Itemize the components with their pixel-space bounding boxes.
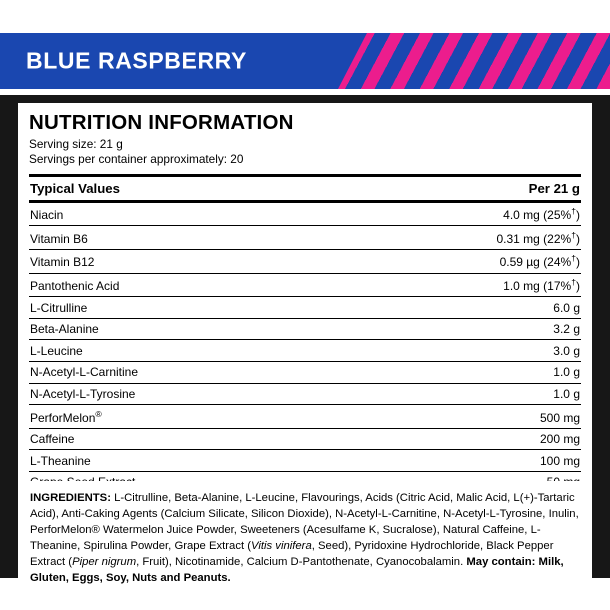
ingredients-text: INGREDIENTS: L-Citrulline, Beta-Alanine,… [30, 490, 580, 586]
nutrient-value: 1.0 g [305, 383, 581, 406]
nutrient-value: 3.0 g [305, 339, 581, 363]
nutrient-value: 6.0 g [305, 296, 581, 319]
nutrient-value: 200 mg [305, 428, 581, 451]
nutrient-name: N-Acetyl-L-Carnitine [29, 361, 305, 384]
nutrient-value: 100 mg [305, 449, 581, 473]
nutrient-name: PerforMelon® [29, 404, 305, 429]
nutrient-value: 4.0 mg (25%†) [305, 201, 581, 227]
ingredients-italic-piper-nigrum: Piper nigrum [72, 556, 137, 569]
dagger-footnote-marker: † [571, 229, 576, 240]
table-row: N-Acetyl-L-Tyrosine 1.0 g [29, 383, 581, 406]
flavour-banner: BLUE RASPBERRY [0, 33, 610, 89]
column-header-typical-values: Typical Values [29, 173, 305, 203]
table-row: Beta-Alanine 3.2 g [29, 318, 581, 341]
nutrient-name: Caffeine [29, 428, 305, 451]
nutrition-heading: NUTRITION INFORMATION [29, 111, 294, 134]
table-row: PerforMelon® 500 mg [29, 404, 581, 429]
nutrient-name: Vitamin B12 [29, 249, 305, 274]
nutrition-table-body: Typical Values Per 21 g Niacin 4.0 mg (25… [29, 173, 581, 518]
dagger-footnote-marker: † [571, 253, 576, 264]
table-row: Niacin 4.0 mg (25%†) [29, 201, 581, 227]
table-row: L-Leucine 3.0 g [29, 339, 581, 363]
nutrient-value: 0.31 mg (22%†) [305, 225, 581, 251]
dagger-footnote-marker: † [571, 276, 576, 287]
table-row: L-Theanine 100 mg [29, 449, 581, 473]
registered-trademark-icon: ® [95, 408, 102, 419]
nutrient-value: 0.59 µg (24%†) [305, 249, 581, 274]
ingredients-body-2: , Seed), Pyridoxine Hydrochloride, Black… [30, 540, 554, 569]
nutrient-name: Niacin [29, 201, 305, 227]
nutrient-value: 3.2 g [305, 318, 581, 341]
servings-per-container-line: Servings per container approximately: 20 [29, 152, 244, 167]
nutrient-name: L-Leucine [29, 339, 305, 363]
diagonal-stripes-decoration [338, 33, 610, 89]
nutrition-information-card: NUTRITION INFORMATION Serving size: 21 g… [18, 103, 592, 544]
table-row: Caffeine 200 mg [29, 428, 581, 451]
table-row: Vitamin B6 0.31 mg (22%†) [29, 225, 581, 251]
nutrient-name: L-Theanine [29, 449, 305, 473]
column-header-per-serving: Per 21 g [305, 173, 581, 203]
serving-size-line: Serving size: 21 g [29, 136, 123, 151]
table-row: L-Citrulline 6.0 g [29, 296, 581, 319]
flavour-title: BLUE RASPBERRY [26, 47, 247, 74]
table-row: Vitamin B12 0.59 µg (24%†) [29, 249, 581, 274]
table-header-row: Typical Values Per 21 g [29, 173, 581, 203]
nutrient-value: 500 mg [305, 404, 581, 429]
allergen-statement: May contain: Milk, Gluten, Eggs, Soy, Nu… [30, 556, 564, 585]
nutrient-name: L-Citrulline [29, 296, 305, 319]
nutrient-value: 1.0 mg (17%†) [305, 273, 581, 298]
nutrient-value: 1.0 g [305, 361, 581, 384]
nutrition-table: Typical Values Per 21 g Niacin 4.0 mg (25… [29, 173, 581, 518]
table-row: N-Acetyl-L-Carnitine 1.0 g [29, 361, 581, 384]
table-row: Pantothenic Acid 1.0 mg (17%†) [29, 273, 581, 298]
label-black-panel: NUTRITION INFORMATION Serving size: 21 g… [0, 95, 610, 597]
nutrient-name: Beta-Alanine [29, 318, 305, 341]
nutrient-name: Pantothenic Acid [29, 273, 305, 298]
ingredients-italic-vitis-vinifera: Vitis vinifera [251, 540, 312, 553]
dagger-footnote-marker: † [571, 206, 576, 217]
nutrient-name: Vitamin B6 [29, 225, 305, 251]
ingredients-body-3: , Fruit), Nicotinamide, Calcium D-Pantot… [136, 556, 467, 569]
ingredients-card: INGREDIENTS: L-Citrulline, Beta-Alanine,… [18, 481, 592, 597]
nutrient-name: N-Acetyl-L-Tyrosine [29, 383, 305, 406]
ingredients-body-1: L-Citrulline, Beta-Alanine, L-Leucine, F… [30, 492, 579, 553]
ingredients-label: INGREDIENTS: [30, 492, 111, 504]
